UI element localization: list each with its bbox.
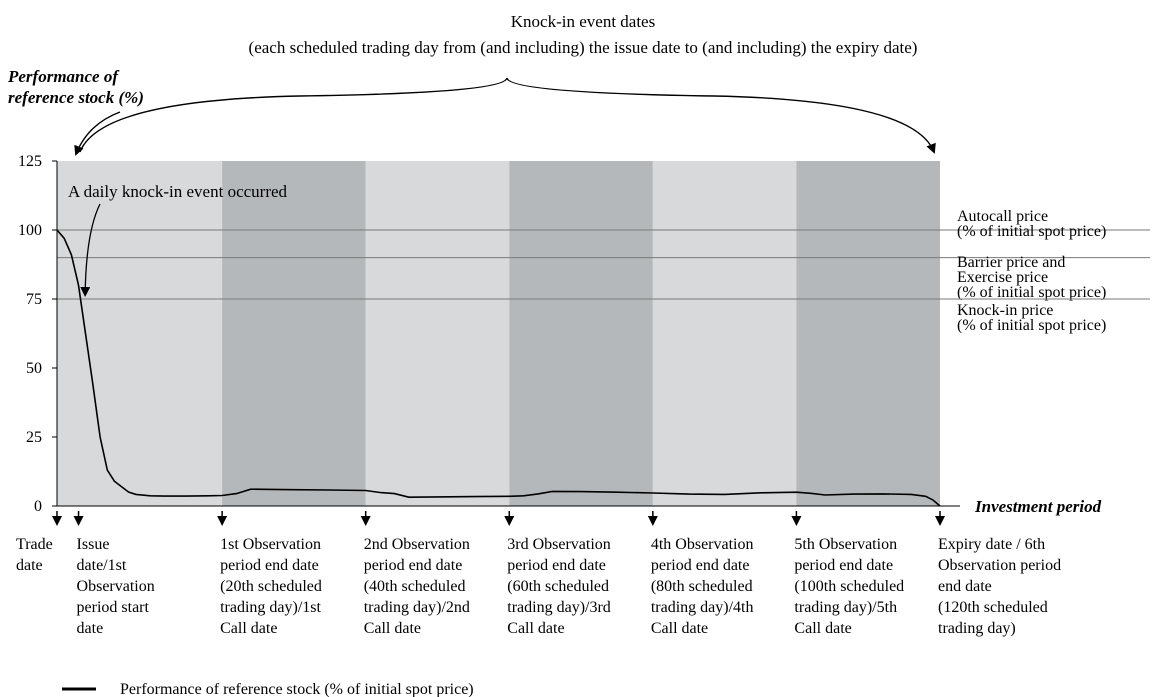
observation-band	[222, 161, 366, 506]
y-axis-title: Performance of reference stock (%)	[7, 67, 144, 107]
key-date-label: (20th scheduled	[220, 578, 322, 595]
key-date-label: period end date	[651, 557, 750, 574]
key-date-label: 2nd Observation	[364, 536, 470, 553]
reference-line-label: Barrier price and	[957, 254, 1065, 271]
key-date-label: (120th scheduled	[938, 599, 1048, 616]
reference-line-label: Knock-in price	[957, 302, 1053, 319]
key-date-label: (60th scheduled	[507, 578, 609, 595]
knock-in-annotation-arrow	[80, 203, 101, 297]
key-date-label: Trade	[16, 536, 53, 553]
key-date-label: (80th scheduled	[651, 578, 753, 595]
key-date-label: Call date	[507, 620, 564, 637]
key-date-label: date	[16, 557, 43, 574]
observation-band	[57, 161, 223, 506]
key-date-label: Call date	[364, 620, 421, 637]
y-axis-ticks: 0 25 50 75 100 125	[18, 153, 57, 515]
observation-bands	[57, 161, 940, 506]
key-date-label: (40th scheduled	[364, 578, 466, 595]
knock-in-brace	[79, 77, 936, 154]
key-date-label: period end date	[507, 557, 606, 574]
key-date-label: end date	[938, 578, 992, 595]
key-dates: Trade date Issue date/1st Observation period …	[16, 511, 1061, 637]
key-date-label: 5th Observation	[794, 536, 897, 553]
key-date-label: date/1st	[77, 557, 127, 574]
key-date-label: date	[77, 620, 104, 637]
reference-lines: Autocall price(% of initial spot price)B…	[57, 208, 1150, 334]
reference-line-label: (% of initial spot price)	[957, 223, 1106, 240]
key-date-label: 4th Observation	[651, 536, 754, 553]
observation-band	[365, 161, 510, 506]
reference-line-label: Autocall price	[957, 208, 1048, 225]
reference-line-label: (% of initial spot price)	[957, 284, 1106, 301]
reference-line-label: Exercise price	[957, 269, 1048, 286]
y-tick-label: 100	[18, 222, 42, 239]
key-date-label: 1st Observation	[220, 536, 321, 553]
key-date-label: trading day)/3rd	[507, 599, 611, 616]
key-date-label: Observation	[77, 578, 155, 595]
key-date-label: trading day)/4th	[651, 599, 754, 616]
chart-title: Knock-in event dates	[511, 12, 655, 31]
y-tick-label: 50	[26, 360, 42, 377]
key-date-label: Call date	[220, 620, 277, 637]
key-date-label: Call date	[651, 620, 708, 637]
observation-band	[796, 161, 940, 506]
chart-subtitle: (each scheduled trading day from (and in…	[249, 38, 918, 57]
key-date-label: period end date	[220, 557, 319, 574]
key-date-label: Expiry date / 6th	[938, 536, 1045, 553]
key-date-label: Issue	[77, 536, 110, 553]
key-date-label: Observation period	[938, 557, 1061, 574]
key-date-label: period end date	[794, 557, 893, 574]
key-date-label: trading day)	[938, 620, 1016, 637]
series-line	[56, 229, 941, 507]
key-date-label: trading day)/5th	[794, 599, 897, 616]
y-tick-label: 75	[26, 291, 42, 308]
observation-band	[652, 161, 797, 506]
key-date-label: (100th scheduled	[794, 578, 904, 595]
key-date-label: 3rd Observation	[507, 536, 611, 553]
key-date-label: trading day)/2nd	[364, 599, 470, 616]
legend: Performance of reference stock (% of ini…	[62, 681, 474, 697]
y-tick-label: 25	[26, 429, 42, 446]
key-date-label: Call date	[794, 620, 851, 637]
key-date-label: trading day)/1st	[220, 599, 321, 616]
legend-label: Performance of reference stock (% of ini…	[120, 681, 474, 697]
y-tick-label: 0	[34, 498, 42, 515]
reference-line-label: (% of initial spot price)	[957, 317, 1106, 334]
y-axis-title-line: Performance of	[7, 67, 120, 86]
knock-in-annotation: A daily knock-in event occurred	[68, 182, 288, 201]
observation-band	[509, 161, 653, 506]
y-axis-title-line: reference stock (%)	[8, 88, 144, 107]
y-tick-label: 125	[18, 153, 42, 170]
x-axis-title: Investment period	[974, 497, 1102, 516]
key-date-label: period start	[77, 599, 150, 616]
key-date-label: period end date	[364, 557, 463, 574]
knock-in-brace-left-arrow	[74, 111, 121, 156]
